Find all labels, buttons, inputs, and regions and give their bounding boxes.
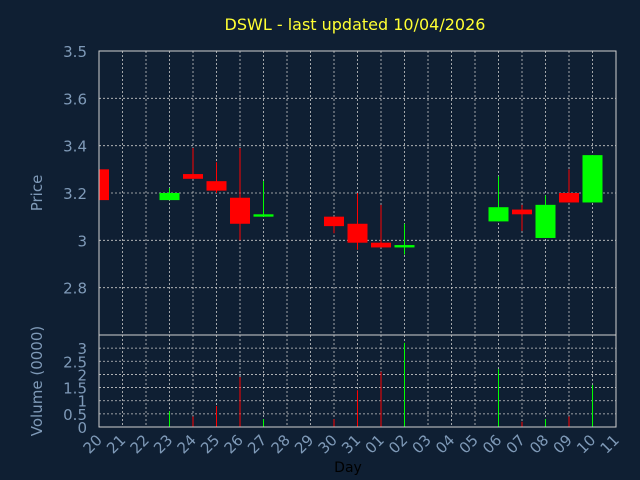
x-tick-labels: 2021222324252627282930310102030405060708…: [80, 431, 623, 457]
x-tick-label: 01: [362, 431, 388, 457]
volume-tick-label: 1.5: [63, 380, 87, 398]
x-tick-label: 28: [268, 431, 294, 457]
price-tick-label: 3.5: [63, 43, 87, 61]
candle-body: [206, 181, 227, 191]
candle-body: [159, 193, 180, 201]
volume-tick-label: 0: [77, 419, 87, 437]
x-tick-label: 10: [573, 431, 599, 457]
volume-tick-label: 3: [77, 340, 87, 358]
volume-bars: [169, 342, 593, 427]
candle: [324, 216, 344, 234]
candle-body: [324, 216, 344, 227]
candle-body: [488, 207, 509, 222]
price-tick-labels: 2.8 3 3.2 3.4 3.6 3.5: [63, 43, 87, 298]
chart-title: DSWL - last updated 10/04/2026: [225, 15, 486, 34]
candle: [183, 148, 203, 179]
x-tick-label: 26: [221, 431, 247, 457]
candle: [535, 195, 556, 238]
candle: [371, 204, 391, 248]
volume-tick-labels: 00.511.522.53: [63, 340, 87, 437]
candle: [512, 204, 532, 231]
candle: [488, 176, 509, 222]
volume-tick-label: 0.5: [63, 406, 87, 424]
x-tick-label: 07: [503, 431, 529, 457]
volume-tick-label: 2: [77, 366, 87, 384]
candle: [159, 188, 180, 201]
price-tick-label: 3: [77, 232, 87, 250]
candle: [253, 181, 274, 217]
x-tick-label: 22: [127, 431, 153, 457]
x-tick-label: 02: [385, 431, 411, 457]
candle-body: [512, 209, 532, 215]
candle-body: [99, 169, 109, 201]
candle-body: [347, 223, 368, 243]
candle-body: [183, 174, 203, 179]
x-tick-label: 09: [550, 431, 576, 457]
price-tick-label: 3.2: [63, 185, 87, 203]
price-tick-label: 3.4: [63, 138, 87, 156]
volume-tick-label: 1: [77, 393, 87, 411]
candle: [559, 169, 579, 203]
volume-plot-frame: [98, 334, 617, 428]
candle: [98, 169, 109, 201]
price-tick-label: 3.6: [63, 90, 87, 108]
price-axis-label: Price: [28, 175, 46, 212]
x-tick-label: 23: [150, 431, 176, 457]
candle-body: [582, 155, 603, 203]
candle: [582, 155, 603, 203]
price-tick-label: 2.8: [63, 280, 87, 298]
x-tick-label: 29: [291, 431, 317, 457]
volume-axis-label: Volume (0000): [28, 326, 46, 436]
x-tick-label: 30: [315, 431, 341, 457]
x-tick-label: 24: [174, 431, 200, 457]
x-tick-label: 21: [103, 431, 129, 457]
candle-body: [535, 204, 556, 238]
candle: [394, 223, 415, 255]
x-tick-label: 04: [432, 431, 458, 457]
candle-body: [253, 214, 274, 217]
candle: [206, 162, 227, 193]
candle-body: [559, 193, 579, 203]
x-tick-label: 31: [338, 431, 364, 457]
candle: [230, 148, 250, 241]
x-tick-label: 05: [456, 431, 482, 457]
x-tick-label: 08: [526, 431, 552, 457]
candle-body: [230, 197, 250, 224]
x-axis-label: Day: [334, 460, 362, 476]
x-grid: [122, 51, 593, 427]
candle-body: [394, 245, 415, 248]
x-tick-label: 25: [197, 431, 223, 457]
x-tick-label: 03: [409, 431, 435, 457]
candles: [98, 148, 603, 255]
x-tick-label: 11: [597, 431, 623, 457]
volume-tick-label: 2.5: [63, 353, 87, 371]
x-tick-label: 06: [479, 431, 505, 457]
candle: [347, 193, 368, 250]
x-tick-label: 27: [244, 431, 270, 457]
candle-body: [371, 242, 391, 248]
